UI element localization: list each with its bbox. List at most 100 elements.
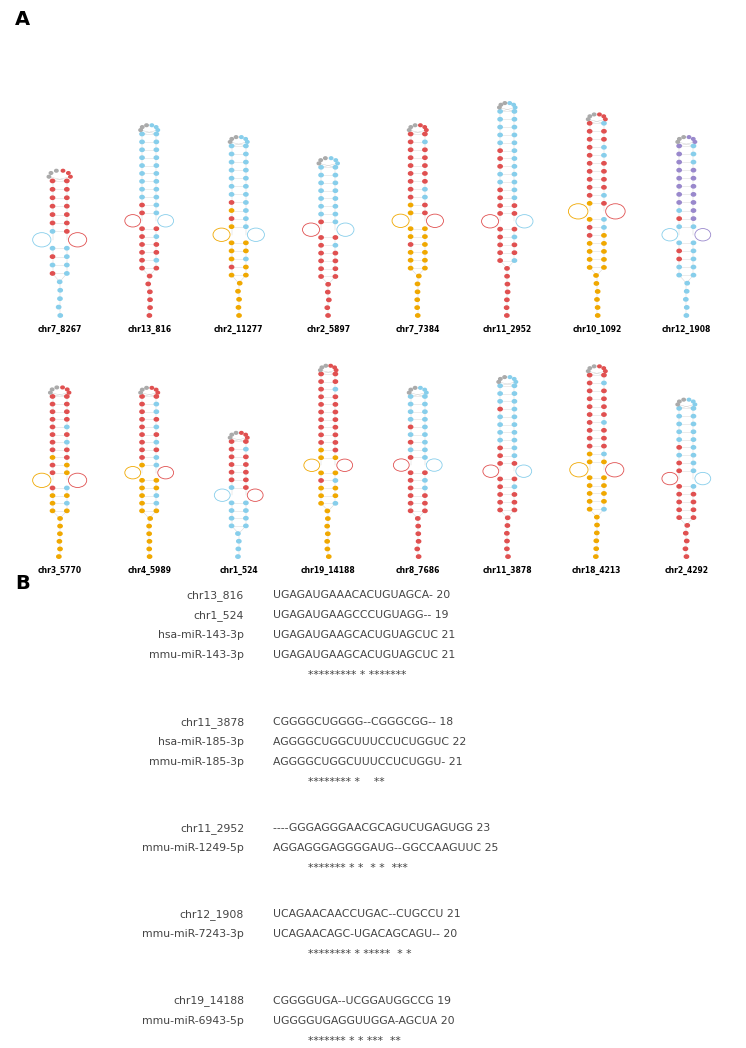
Circle shape — [677, 193, 681, 196]
Circle shape — [409, 494, 413, 497]
Circle shape — [416, 282, 420, 286]
Circle shape — [51, 188, 54, 191]
Circle shape — [319, 441, 323, 444]
Circle shape — [693, 403, 697, 406]
Circle shape — [513, 196, 516, 199]
Circle shape — [140, 479, 144, 482]
Circle shape — [505, 540, 510, 543]
Circle shape — [333, 472, 337, 475]
Circle shape — [423, 140, 427, 144]
Circle shape — [319, 449, 323, 452]
Circle shape — [602, 420, 606, 424]
Circle shape — [692, 274, 695, 277]
Circle shape — [58, 547, 62, 550]
Circle shape — [419, 387, 422, 389]
Circle shape — [65, 463, 69, 466]
Circle shape — [325, 524, 329, 528]
Circle shape — [244, 447, 248, 451]
Circle shape — [677, 152, 681, 156]
Circle shape — [51, 471, 54, 475]
Circle shape — [65, 433, 69, 436]
Circle shape — [140, 132, 144, 135]
Circle shape — [154, 195, 158, 199]
Circle shape — [588, 266, 592, 269]
Circle shape — [154, 440, 158, 444]
Text: chr11_2952: chr11_2952 — [180, 823, 244, 834]
Circle shape — [416, 290, 420, 293]
Circle shape — [505, 282, 510, 286]
Circle shape — [148, 306, 152, 309]
Circle shape — [140, 259, 144, 262]
Circle shape — [148, 554, 151, 559]
Circle shape — [594, 554, 598, 559]
Circle shape — [237, 298, 241, 301]
Circle shape — [333, 456, 337, 459]
Circle shape — [230, 455, 233, 459]
Circle shape — [230, 184, 233, 188]
Text: chr12_1908: chr12_1908 — [180, 910, 244, 920]
Circle shape — [602, 389, 606, 393]
Circle shape — [148, 517, 152, 520]
Circle shape — [65, 204, 69, 208]
Circle shape — [692, 415, 695, 418]
Circle shape — [228, 140, 232, 144]
Circle shape — [319, 425, 323, 429]
Circle shape — [413, 124, 417, 127]
Circle shape — [423, 172, 427, 175]
Circle shape — [51, 463, 54, 466]
Circle shape — [498, 477, 502, 481]
Circle shape — [140, 463, 144, 466]
Text: mmu-miR-7243-3p: mmu-miR-7243-3p — [142, 930, 244, 939]
Circle shape — [684, 313, 689, 318]
Circle shape — [692, 209, 695, 212]
Circle shape — [423, 418, 427, 421]
Circle shape — [409, 227, 413, 231]
Circle shape — [423, 449, 427, 452]
Text: ----GGGAGGGAACGCAGUCUGAGUGG 23: ----GGGAGGGAACGCAGUCUGAGUGG 23 — [273, 823, 490, 833]
Circle shape — [677, 201, 681, 204]
Circle shape — [51, 440, 54, 444]
Circle shape — [588, 218, 592, 221]
Circle shape — [602, 194, 606, 197]
Circle shape — [409, 418, 413, 421]
Circle shape — [409, 471, 413, 475]
Circle shape — [692, 508, 695, 511]
Circle shape — [65, 395, 69, 398]
Circle shape — [692, 407, 695, 410]
Circle shape — [604, 370, 607, 372]
Circle shape — [498, 157, 502, 160]
Circle shape — [595, 516, 599, 519]
Circle shape — [333, 379, 337, 384]
Circle shape — [409, 212, 413, 215]
Circle shape — [588, 373, 592, 377]
Circle shape — [588, 115, 592, 117]
Circle shape — [244, 471, 248, 474]
Circle shape — [415, 547, 419, 550]
Circle shape — [333, 418, 337, 421]
Circle shape — [230, 509, 233, 512]
Circle shape — [594, 547, 598, 550]
Circle shape — [692, 470, 695, 473]
Circle shape — [513, 189, 516, 192]
Circle shape — [319, 369, 322, 371]
Circle shape — [230, 145, 233, 148]
Circle shape — [154, 479, 158, 482]
Circle shape — [140, 148, 144, 152]
Text: UCAGAACAACCUGAC--CUGCCU 21: UCAGAACAACCUGAC--CUGCCU 21 — [273, 910, 460, 919]
Circle shape — [692, 145, 695, 148]
Circle shape — [154, 449, 158, 452]
Circle shape — [416, 517, 420, 520]
Circle shape — [51, 179, 54, 182]
Circle shape — [423, 410, 427, 413]
Circle shape — [319, 159, 322, 161]
Text: mmu-miR-6943-5p: mmu-miR-6943-5p — [142, 1016, 244, 1026]
Circle shape — [498, 149, 502, 152]
Circle shape — [677, 169, 681, 172]
Circle shape — [51, 271, 54, 276]
Circle shape — [513, 377, 516, 380]
Circle shape — [154, 266, 158, 269]
Circle shape — [498, 133, 502, 136]
Circle shape — [498, 408, 502, 411]
Circle shape — [333, 372, 337, 375]
Circle shape — [677, 407, 681, 410]
